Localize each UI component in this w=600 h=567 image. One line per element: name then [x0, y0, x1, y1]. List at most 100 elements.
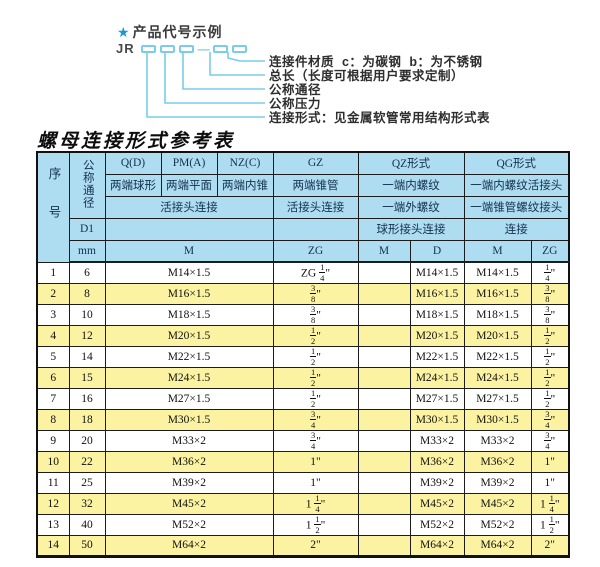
cell-qg_m: M45×2: [463, 492, 532, 515]
cell-m: M39×2: [104, 471, 274, 494]
cell-qg_m: M20×1.5: [463, 324, 532, 347]
cell-qg_zg: 1 1 4 ": [530, 492, 570, 515]
cell-m: M30×1.5: [104, 408, 274, 431]
header-q-desc: 两端球形: [104, 173, 162, 197]
cell-dn: 25: [68, 471, 106, 494]
cell-qz_m: [357, 282, 411, 305]
cell-qg_m: M64×2: [463, 534, 532, 557]
table-row: 13 40 M52×2 1 1 2 " M52×2 M52×2 1 1 2 ": [36, 513, 570, 536]
cell-m: M45×2: [104, 492, 274, 515]
table-row: 7 16 M27×1.5 1 2 " M27×1.5 M27×1.5 1 2 ": [36, 387, 570, 410]
label-nominal-diameter: 公称通径: [269, 83, 322, 97]
cell-qg_m: M33×2: [463, 429, 532, 452]
cell-qz_d: M27×1.5: [409, 387, 465, 410]
table-row: 8 18 M30×1.5 3 4 " M30×1.5 M30×1.5 3 4 ": [36, 408, 570, 431]
table-row: 10 22 M36×2 1" M36×2 M36×2 1": [36, 450, 570, 473]
cell-m: M52×2: [104, 513, 274, 536]
cell-qz_m: [357, 303, 411, 326]
cell-gz: 3 8 ": [272, 282, 359, 305]
header-qz-conn: 球形接头连接: [357, 217, 465, 241]
header-nz-desc: 两端内锥: [216, 173, 274, 197]
cell-dn: 20: [68, 429, 106, 452]
cell-gz: 1 1 4 ": [272, 492, 359, 515]
cell-qg_zg: 3 4 ": [530, 408, 570, 431]
cell-seq: 2: [36, 282, 70, 305]
cell-qz_d: M36×2: [409, 450, 465, 473]
cell-qz_d: M30×1.5: [409, 408, 465, 431]
cell-seq: 5: [36, 345, 70, 368]
cell-dn: 10: [68, 303, 106, 326]
header-qz-desc2: 一端外螺纹: [357, 195, 465, 219]
code-box-2: [159, 44, 175, 53]
cell-gz: ZG 1 4 ": [272, 261, 359, 284]
cell-m: M20×1.5: [104, 324, 274, 347]
header-qz-desc1: 一端内螺纹: [357, 173, 465, 197]
cell-gz: 3 8 ": [272, 303, 359, 326]
code-box-3: [178, 44, 194, 53]
cell-gz: 1 2 ": [272, 366, 359, 389]
cell-qg_m: M36×2: [463, 450, 532, 473]
header-qg-conn: 连接: [463, 217, 570, 241]
table-row: 9 20 M33×2 3 4 " M33×2 M33×2 3 4 ": [36, 429, 570, 452]
cell-qz_d: M20×1.5: [409, 324, 465, 347]
header-gz-conn: 活接头连接: [272, 195, 359, 219]
table-row: 2 8 M16×1.5 3 8 " M16×1.5 M16×1.5 3 8 ": [36, 282, 570, 305]
connector-lines: [146, 52, 265, 118]
cell-qg_zg: 2": [530, 534, 570, 557]
cell-gz: 3 4 ": [272, 429, 359, 452]
header-dn-text: 公称通径: [81, 158, 94, 209]
cell-seq: 13: [36, 513, 70, 536]
cell-seq: 12: [36, 492, 70, 515]
cell-gz: 3 4 ": [272, 408, 359, 431]
cell-seq: 9: [36, 429, 70, 452]
header-qg-unit-m: M: [463, 239, 532, 263]
table-row: 1 6 M14×1.5 ZG 1 4 " M14×1.5 M14×1.5 1 4 ": [36, 261, 570, 284]
cell-qz_m: [357, 387, 411, 410]
cell-m: M18×1.5: [104, 303, 274, 326]
header-unit-zg: ZG: [272, 239, 359, 263]
nut-connection-table: 序号 公称通径 Q(D) PM(A) NZ(C) GZ QZ形式 QG形式 两端…: [36, 151, 570, 558]
cell-qz_d: M33×2: [409, 429, 465, 452]
cell-m: M64×2: [104, 534, 274, 557]
cell-gz: 1 2 ": [272, 345, 359, 368]
cell-qg_m: M22×1.5: [463, 345, 532, 368]
cell-seq: 7: [36, 387, 70, 410]
cell-gz: 1 2 ": [272, 324, 359, 347]
code-box-1: [140, 44, 156, 53]
product-code-row: JR —: [116, 41, 251, 56]
cell-seq: 1: [36, 261, 70, 284]
header-seq-text: 序号: [46, 167, 61, 245]
star-icon: ★: [117, 24, 131, 40]
header-col-nz: NZ(C): [216, 151, 274, 175]
header-col-q: Q(D): [104, 151, 162, 175]
cell-m: M16×1.5: [104, 282, 274, 305]
cell-qg_zg: 3 8 ": [530, 282, 570, 305]
cell-qz_m: [357, 408, 411, 431]
cell-m: M36×2: [104, 450, 274, 473]
header-qg-desc2: 一端锥管螺纹接头: [463, 195, 570, 219]
cell-seq: 4: [36, 324, 70, 347]
cell-gz: 1": [272, 450, 359, 473]
cell-qg_zg: 3 8 ": [530, 303, 570, 326]
cell-dn: 40: [68, 513, 106, 536]
cell-dn: 14: [68, 345, 106, 368]
header-qg-desc1: 一端内螺纹活接头: [463, 173, 570, 197]
cell-qz_m: [357, 513, 411, 536]
cell-qg_m: M24×1.5: [463, 366, 532, 389]
header-dn: 公称通径: [68, 151, 106, 219]
cell-qz_m: [357, 324, 411, 347]
cell-qz_d: M18×1.5: [409, 303, 465, 326]
cell-seq: 14: [36, 534, 70, 557]
cell-qg_zg: 1 2 ": [530, 366, 570, 389]
diagram-heading: ★ 产品代号示例: [117, 22, 223, 42]
cell-dn: 32: [68, 492, 106, 515]
cell-qz_m: [357, 471, 411, 494]
cell-dn: 50: [68, 534, 106, 557]
header-pm-desc: 两端平面: [160, 173, 218, 197]
cell-qg_zg: 1 4 ": [530, 261, 570, 284]
code-box-4: [212, 44, 228, 53]
cell-qg_m: M18×1.5: [463, 303, 532, 326]
cell-qz_m: [357, 261, 411, 284]
header-gz-desc: 两端锥管: [272, 173, 359, 197]
